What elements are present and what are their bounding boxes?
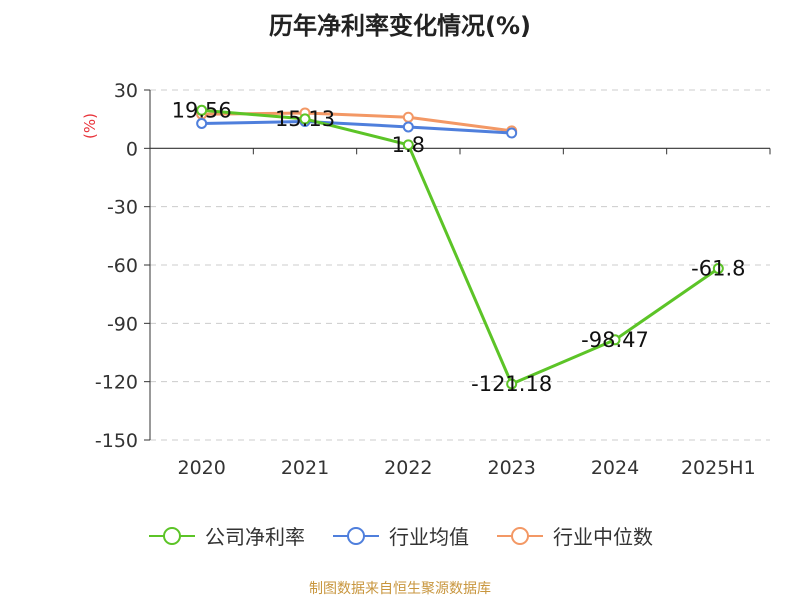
series-line-1 <box>201 120 512 135</box>
legend-marker-icon <box>497 526 543 545</box>
y-tick-label: -120 <box>95 372 138 394</box>
legend-marker-icon <box>149 526 195 545</box>
data-point <box>506 378 518 390</box>
legend-marker-icon <box>333 526 379 545</box>
y-axis-label: (%) <box>81 113 99 139</box>
data-label: 19.56 <box>172 98 232 122</box>
x-tick-label: 2020 <box>177 457 225 479</box>
data-label: 15.13 <box>275 107 335 131</box>
y-tick-label: 30 <box>114 80 138 102</box>
data-point <box>196 117 208 129</box>
data-point <box>196 104 208 116</box>
data-labels: 19.56 15.13 1.8 -121.18 -98.47 -61.8 <box>172 98 746 396</box>
y-tick-label: -150 <box>95 430 138 452</box>
x-tick-label: 2024 <box>591 457 639 479</box>
data-point <box>506 127 518 139</box>
data-point <box>712 263 724 274</box>
data-point <box>402 121 414 133</box>
series-lines <box>196 104 724 390</box>
legend-item: 行业均值 <box>331 521 469 550</box>
x-tick-label: 2025H1 <box>681 457 756 479</box>
y-tick-label: -90 <box>107 313 138 335</box>
data-label: -121.18 <box>471 372 552 396</box>
data-point <box>402 139 414 151</box>
source-note: 制图数据来自恒生聚源数据库 <box>309 581 491 597</box>
legend-item: 公司净利率 <box>147 521 305 550</box>
x-tick-label: 2022 <box>384 457 432 479</box>
data-label: 1.8 <box>392 133 425 157</box>
y-tick-label: -60 <box>107 255 138 277</box>
x-tick-label: 2021 <box>281 457 329 479</box>
data-point <box>402 111 414 123</box>
legend-item: 行业中位数 <box>495 521 653 550</box>
legend-label: 行业中位数 <box>553 525 653 549</box>
legend-label: 公司净利率 <box>205 525 305 549</box>
y-tick-label: -30 <box>107 197 138 219</box>
series-line-0 <box>201 108 720 386</box>
data-point <box>609 334 621 346</box>
y-tick-label: 0 <box>126 138 138 160</box>
data-point <box>299 113 311 125</box>
data-label: -98.47 <box>581 328 649 352</box>
axes: 30 0 -30 -60 -90 -120 -150 2020 2021 2022 2023 2024… <box>95 80 771 479</box>
legend: 公司净利率 行业均值 行业中位数 <box>0 521 800 550</box>
legend-label: 行业均值 <box>389 525 469 549</box>
grid-lines <box>150 89 770 441</box>
data-label: -61.8 <box>691 257 745 281</box>
chart-title: 历年净利率变化情况(%) <box>269 12 531 40</box>
x-tick-label: 2023 <box>487 457 535 479</box>
